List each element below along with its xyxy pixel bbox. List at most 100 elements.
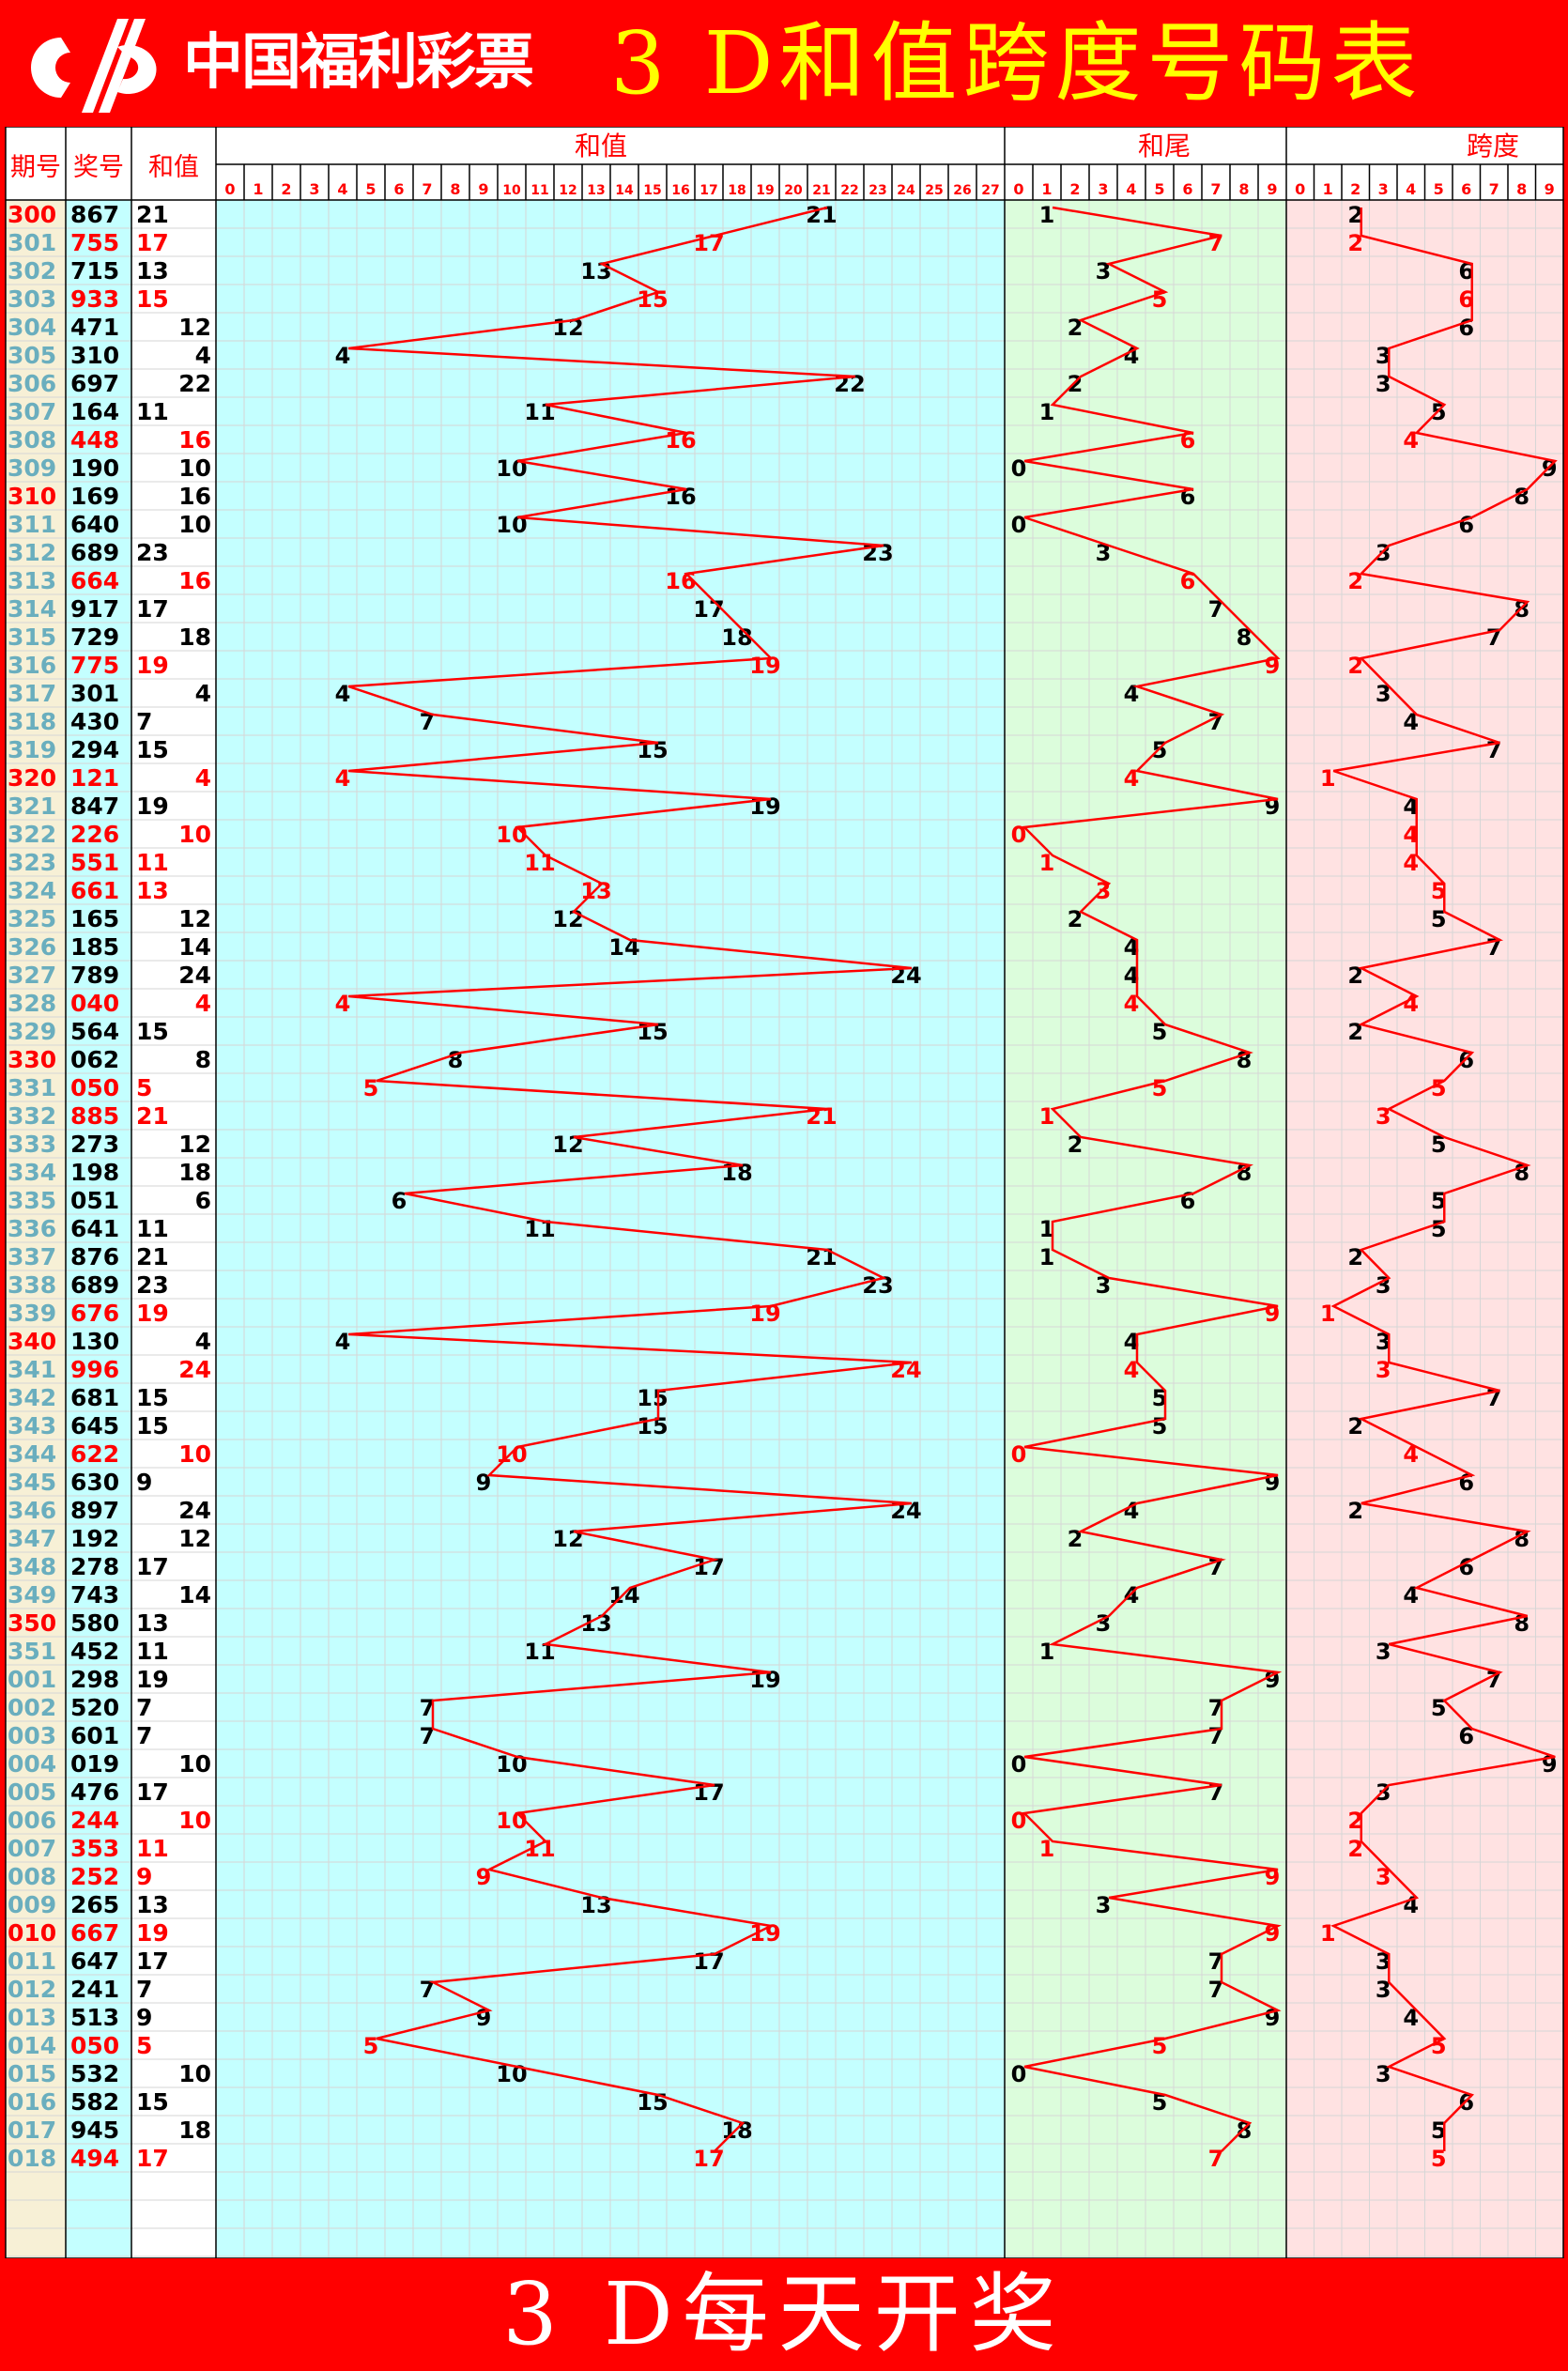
- sum-marker: 17: [693, 596, 724, 623]
- number-cell: 353: [70, 1835, 119, 1862]
- sum-cell: 21: [136, 1243, 169, 1270]
- period-cell: 317: [8, 680, 56, 707]
- period-cell: 343: [8, 1412, 56, 1440]
- number-cell: 050: [70, 2032, 119, 2059]
- period-cell: 315: [8, 624, 56, 651]
- span-marker: 3: [1376, 1329, 1391, 1355]
- tail-marker: 0: [1011, 512, 1027, 538]
- table-row: 344 622 10 10 0 4: [8, 1440, 1419, 1468]
- number-cell: 647: [70, 1948, 119, 1975]
- period-cell: 335: [8, 1187, 56, 1214]
- sum-header: 和值: [148, 153, 199, 182]
- sum-cell: 10: [178, 2060, 211, 2087]
- tail-tick-label: 1: [1041, 180, 1052, 198]
- number-cell: 676: [70, 1300, 119, 1327]
- tail-marker: 0: [1011, 822, 1027, 848]
- period-cell: 321: [8, 793, 56, 820]
- table-row: 004 019 10 10 0 9: [8, 1750, 1558, 1778]
- table-row: 015 532 10 10 0 3: [8, 2060, 1391, 2087]
- period-cell: 334: [8, 1159, 56, 1186]
- um-ticks-label: 6: [393, 180, 404, 198]
- period-cell: 338: [8, 1271, 56, 1299]
- sum-cell: 24: [178, 1497, 211, 1524]
- span-marker: 3: [1376, 1639, 1391, 1665]
- span-marker: 2: [1347, 568, 1363, 594]
- um-ticks-label: 27: [981, 183, 999, 198]
- period-cell: 002: [8, 1694, 56, 1721]
- grid-lines: [6, 199, 1563, 2258]
- period-cell: 346: [8, 1497, 56, 1524]
- tail-marker: 7: [1208, 1977, 1224, 2003]
- tail-marker: 4: [1124, 681, 1140, 707]
- um-ticks-label: 1: [253, 180, 263, 198]
- number-cell: 448: [70, 426, 119, 454]
- sum-cell: 17: [136, 2145, 169, 2172]
- tail-chart-header: 和尾: [1138, 131, 1191, 162]
- number-cell: 198: [70, 1159, 119, 1186]
- number-cell: 601: [70, 1722, 119, 1749]
- number-cell: 933: [70, 285, 119, 313]
- tail-marker: 2: [1068, 1526, 1084, 1552]
- tail-tick-label: 8: [1238, 180, 1249, 198]
- span-marker: 2: [1347, 1413, 1363, 1440]
- span-marker: 2: [1347, 1244, 1363, 1270]
- tail-marker: 1: [1039, 850, 1055, 876]
- span-marker: 3: [1376, 343, 1391, 369]
- span-marker: 3: [1376, 1103, 1391, 1130]
- tail-marker: 4: [1124, 1329, 1140, 1355]
- number-cell: 532: [70, 2060, 119, 2087]
- number-cell: 520: [70, 1694, 119, 1721]
- number-cell: 278: [70, 1553, 119, 1580]
- tail-tick-label: 0: [1013, 180, 1023, 198]
- span-marker: 4: [1403, 850, 1419, 876]
- span-marker: 2: [1347, 1836, 1363, 1862]
- period-cell: 341: [8, 1356, 56, 1383]
- number-cell: 897: [70, 1497, 119, 1524]
- table-row: 308 448 16 16 6 4: [8, 426, 1419, 454]
- number-cell: 494: [70, 2145, 119, 2172]
- table-row: 305 310 4 4 4 3: [8, 342, 1391, 369]
- sum-cell: 10: [178, 1750, 211, 1778]
- tail-tick-label: 2: [1069, 180, 1080, 198]
- number-cell: 452: [70, 1638, 119, 1665]
- um-ticks-label: 24: [897, 183, 915, 198]
- number-cell: 876: [70, 1243, 119, 1270]
- sum-cell: 10: [178, 821, 211, 848]
- period-cell: 349: [8, 1581, 56, 1609]
- number-cell: 789: [70, 962, 119, 989]
- sum-cell: 7: [136, 1722, 152, 1749]
- span-marker: 3: [1376, 1977, 1391, 2003]
- sum-cell: 7: [136, 1694, 152, 1721]
- period-cell: 333: [8, 1131, 56, 1158]
- tail-tick-label: 7: [1210, 180, 1221, 198]
- um-ticks-label: 13: [587, 183, 605, 198]
- sum-cell: 18: [178, 1159, 211, 1186]
- number-cell: 241: [70, 1976, 119, 2003]
- period-cell: 345: [8, 1469, 56, 1496]
- sum-cell: 14: [178, 1581, 211, 1609]
- tail-tick-label: 4: [1126, 180, 1136, 198]
- tail-marker: 1: [1039, 1216, 1055, 1242]
- sum-marker: 21: [806, 202, 837, 228]
- period-cell: 003: [8, 1722, 56, 1749]
- tail-marker: 1: [1039, 1103, 1055, 1130]
- sum-marker: 4: [335, 343, 351, 369]
- tail-marker: 5: [1152, 1019, 1168, 1045]
- span-marker: 5: [1431, 2146, 1447, 2172]
- sum-cell: 16: [178, 567, 211, 594]
- tail-marker: 6: [1180, 568, 1196, 594]
- tail-marker: 4: [1124, 765, 1140, 792]
- sum-cell: 9: [136, 1469, 152, 1496]
- sum-cell: 24: [178, 1356, 211, 1383]
- sum-cell: 24: [178, 962, 211, 989]
- number-cell: 689: [70, 539, 119, 566]
- period-cell: 350: [8, 1609, 56, 1637]
- number-cell: 681: [70, 1384, 119, 1411]
- sum-cell: 4: [195, 1328, 211, 1355]
- tail-marker: 1: [1039, 1836, 1055, 1862]
- period-cell: 328: [8, 990, 56, 1017]
- number-cell: 729: [70, 624, 119, 651]
- period-cell: 015: [8, 2060, 56, 2087]
- sum-cell: 16: [178, 426, 211, 454]
- number-cell: 244: [70, 1807, 119, 1834]
